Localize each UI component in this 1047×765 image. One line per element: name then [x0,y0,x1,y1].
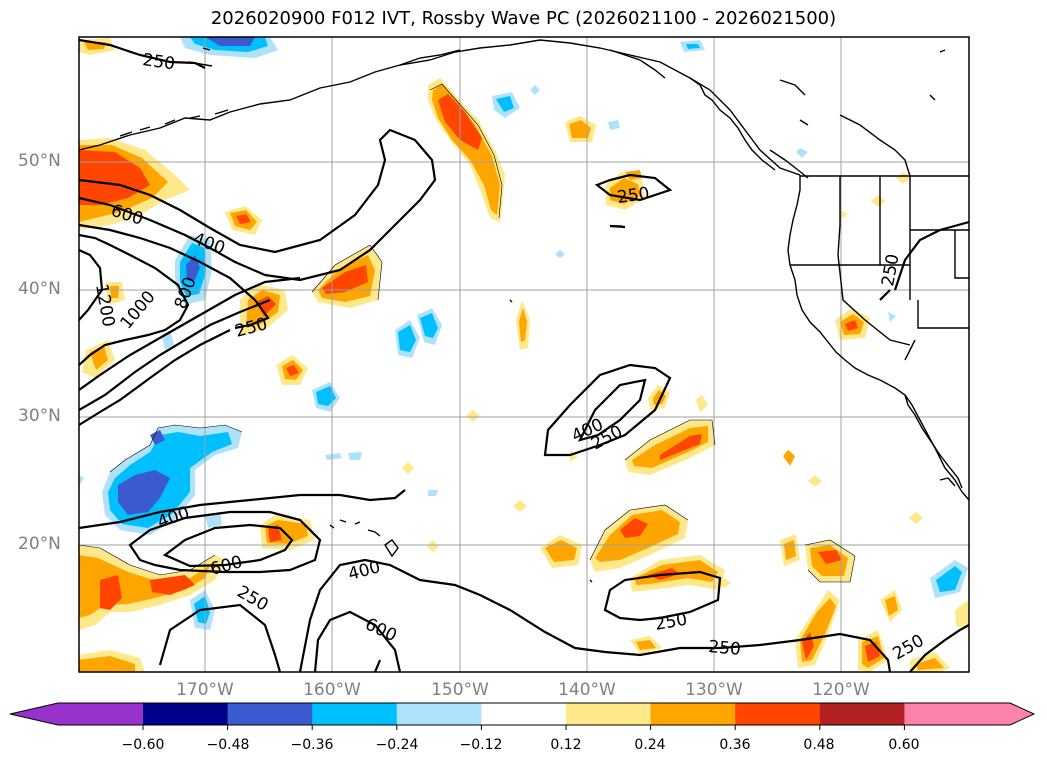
colorbar-tick: 0.24 [634,737,666,753]
colorbar-tick: −0.12 [459,737,503,753]
contour-label: 600 [362,614,400,646]
lon-label-150w: 150°W [431,680,489,700]
colorbar-extend-low [10,703,58,725]
contour-label: 250 [616,184,651,208]
graticule [79,37,969,672]
lat-label-50n: 50°N [18,151,61,171]
colorbar-tick: 0.36 [719,737,751,753]
contour-label: 250 [653,610,688,635]
contour-label: 250 [141,50,176,74]
colorbar-segment [143,703,229,725]
colorbar-tick: 0.48 [803,737,835,753]
lon-label-120w: 120°W [812,680,870,700]
colorbar-tick: −0.36 [290,737,334,753]
colorbar-segment [312,703,398,725]
contour-label: 250 [234,582,272,616]
colorbar-segment [58,703,143,725]
colorbar-segment [227,703,313,725]
contour-label: 250 [708,637,742,660]
map-title: 2026020900 F012 IVT, Rossby Wave PC (202… [210,8,837,29]
colorbar-tick: 0.60 [888,737,920,753]
colorbar-segment [819,703,905,725]
lon-label-170w: 170°W [176,680,234,700]
positive-anomaly-shading [79,38,969,672]
lat-label-30n: 30°N [18,406,61,426]
colorbar-tick: −0.24 [375,737,419,753]
colorbar-segment [650,703,736,725]
colorbar-segment [566,703,652,725]
map-frame [78,36,970,673]
colorbar [9,702,1036,730]
colorbar-segment [481,703,567,725]
lon-label-160w: 160°W [303,680,361,700]
colorbar-tick: 0.12 [550,737,582,753]
contour-label: 400 [346,557,383,585]
lon-label-140w: 140°W [558,680,616,700]
lat-label-40n: 40°N [18,279,61,299]
coastlines [79,39,969,583]
contour-labels: 250 250 250 250 250 250 250 250 250 400 … [91,50,928,664]
colorbar-segment [904,703,1010,725]
lon-label-130w: 130°W [685,680,743,700]
contour-label: 250 [233,314,270,342]
colorbar-tick: −0.48 [206,737,250,753]
colorbar-segment [396,703,482,725]
contour-label: 250 [878,252,903,287]
lat-label-20n: 20°N [18,534,61,554]
colorbar-extend-high [1010,703,1034,725]
map-panel: 250 250 250 250 250 250 250 250 250 400 … [78,36,970,673]
ivt-contours [79,38,969,672]
colorbar-tick: −0.60 [121,737,165,753]
colorbar-segment [735,703,821,725]
